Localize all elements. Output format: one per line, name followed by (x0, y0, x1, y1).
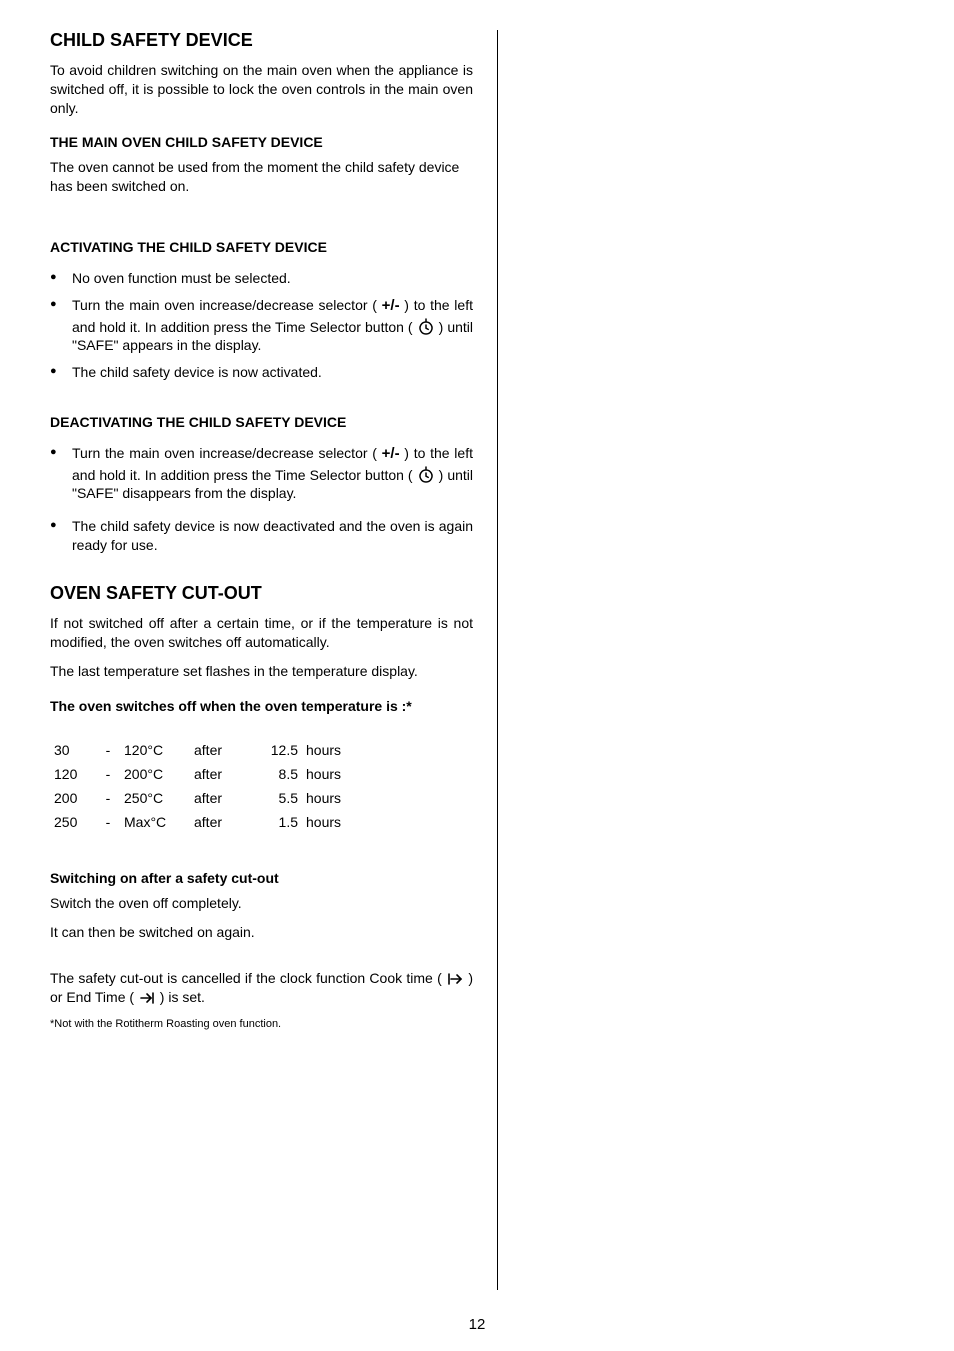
heading-main-oven-device: THE MAIN OVEN CHILD SAFETY DEVICE (50, 134, 473, 150)
paragraph-switching-on-1: Switch the oven off completely. (50, 894, 473, 913)
cutoff-table: 30-120°Cafter12.5hours120-200°Cafter8.5h… (50, 738, 358, 834)
table-cell: - (96, 810, 120, 834)
paragraph-intro: To avoid children switching on the main … (50, 61, 473, 118)
table-cell: after (190, 762, 248, 786)
list-item: The child safety device is now activated… (50, 363, 473, 382)
deactivating-list: Turn the main oven increase/decrease sel… (50, 444, 473, 555)
table-cell: 1.5 (248, 810, 302, 834)
table-cell: 12.5 (248, 738, 302, 762)
clock-icon (417, 317, 435, 335)
table-cell: hours (302, 786, 358, 810)
table-cell: - (96, 738, 120, 762)
table-cell: 8.5 (248, 762, 302, 786)
clock-icon (417, 465, 435, 483)
list-item: Turn the main oven increase/decrease sel… (50, 296, 473, 355)
table-row: 200-250°Cafter5.5hours (50, 786, 358, 810)
table-cell: - (96, 786, 120, 810)
right-column (498, 30, 898, 1290)
table-cell: 200°C (120, 762, 190, 786)
table-cell: after (190, 738, 248, 762)
table-cell: hours (302, 762, 358, 786)
footnote: *Not with the Rotitherm Roasting oven fu… (50, 1017, 473, 1031)
text-fragment: Turn the main oven increase/decrease sel… (72, 297, 382, 313)
table-cell: 250°C (120, 786, 190, 810)
heading-activating: ACTIVATING THE CHILD SAFETY DEVICE (50, 239, 473, 255)
list-item: The child safety device is now deactivat… (50, 517, 473, 555)
text-fragment: Turn the main oven increase/decrease sel… (72, 445, 382, 461)
page-number: 12 (0, 1316, 954, 1333)
heading-cutout: OVEN SAFETY CUT-OUT (50, 583, 473, 604)
table-cell: 5.5 (248, 786, 302, 810)
plus-minus-symbol: +/- (382, 297, 400, 314)
table-cell: hours (302, 738, 358, 762)
heading-deactivating: DEACTIVATING THE CHILD SAFETY DEVICE (50, 414, 473, 430)
table-cell: 120°C (120, 738, 190, 762)
table-row: 120-200°Cafter8.5hours (50, 762, 358, 786)
plus-minus-symbol: +/- (382, 445, 400, 462)
table-row: 250-Max°Cafter1.5hours (50, 810, 358, 834)
list-item: No oven function must be selected. (50, 269, 473, 288)
table-cell: after (190, 786, 248, 810)
paragraph-switching-on-2: It can then be switched on again. (50, 923, 473, 942)
table-cell: Max°C (120, 810, 190, 834)
heading-child-safety: CHILD SAFETY DEVICE (50, 30, 473, 51)
paragraph-cutout-1: If not switched off after a certain time… (50, 614, 473, 652)
paragraph-main-oven-device: The oven cannot be used from the moment … (50, 158, 473, 196)
paragraph-cutout-2: The last temperature set flashes in the … (50, 662, 473, 681)
table-cell: - (96, 762, 120, 786)
table-row: 30-120°Cafter12.5hours (50, 738, 358, 762)
cook-time-icon (446, 972, 464, 986)
table-cell: hours (302, 810, 358, 834)
text-fragment: The safety cut-out is cancelled if the c… (50, 970, 446, 986)
paragraph-cancel: The safety cut-out is cancelled if the c… (50, 969, 473, 1007)
heading-switching-on: Switching on after a safety cut-out (50, 870, 473, 886)
text-fragment: ) is set. (156, 989, 205, 1005)
activating-list: No oven function must be selected. Turn … (50, 269, 473, 382)
list-item: Turn the main oven increase/decrease sel… (50, 444, 473, 503)
table-cell: after (190, 810, 248, 834)
end-time-icon (138, 991, 156, 1005)
table-cell: 30 (50, 738, 96, 762)
table-cell: 120 (50, 762, 96, 786)
table-cell: 200 (50, 786, 96, 810)
table-cell: 250 (50, 810, 96, 834)
paragraph-cutout-lead: The oven switches off when the oven temp… (50, 697, 473, 716)
left-column: CHILD SAFETY DEVICE To avoid children sw… (50, 30, 498, 1290)
